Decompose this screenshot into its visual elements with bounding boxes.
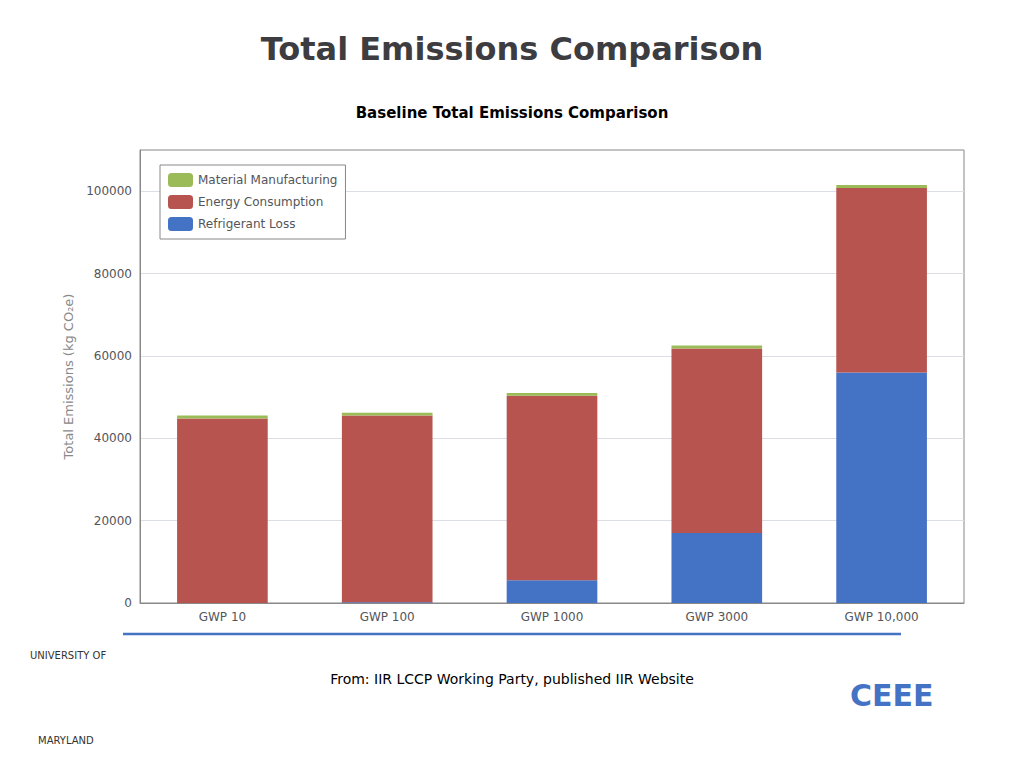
svg-text:GWP 1000: GWP 1000 bbox=[521, 610, 584, 624]
svg-text:Total Emissions Comparison: Total Emissions Comparison bbox=[261, 30, 764, 68]
svg-text:CEEE: CEEE bbox=[850, 678, 934, 713]
svg-text:80000: 80000 bbox=[94, 267, 132, 281]
svg-text:GWP 10,000: GWP 10,000 bbox=[844, 610, 918, 624]
svg-text:0: 0 bbox=[124, 596, 132, 610]
svg-text:GWP 100: GWP 100 bbox=[360, 610, 415, 624]
svg-text:Energy Consumption: Energy Consumption bbox=[198, 195, 323, 209]
svg-text:100000: 100000 bbox=[86, 184, 132, 198]
svg-text:Refrigerant Loss: Refrigerant Loss bbox=[198, 217, 295, 231]
svg-text:40000: 40000 bbox=[94, 431, 132, 445]
svg-text:From: IIR LCCP Working Party,: From: IIR LCCP Working Party, published … bbox=[330, 671, 694, 687]
svg-text:MARYLAND: MARYLAND bbox=[38, 735, 94, 746]
svg-text:20000: 20000 bbox=[94, 514, 132, 528]
svg-text:UNIVERSITY OF: UNIVERSITY OF bbox=[30, 650, 106, 661]
svg-text:GWP 3000: GWP 3000 bbox=[685, 610, 748, 624]
svg-text:Baseline Total Emissions Compa: Baseline Total Emissions Comparison bbox=[356, 104, 669, 122]
svg-text:60000: 60000 bbox=[94, 349, 132, 363]
svg-text:Total Emissions (kg CO₂e): Total Emissions (kg CO₂e) bbox=[61, 294, 76, 461]
svg-text:GWP 10: GWP 10 bbox=[199, 610, 246, 624]
svg-text:Material Manufacturing: Material Manufacturing bbox=[198, 173, 337, 187]
